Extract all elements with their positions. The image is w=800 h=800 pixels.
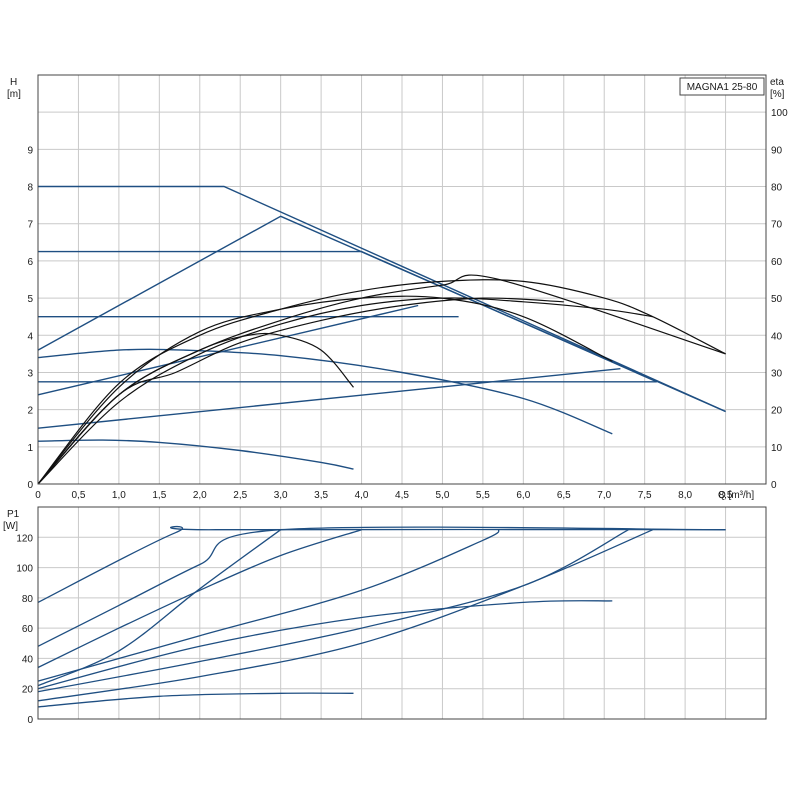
top-chart-curves: [37, 185, 726, 485]
x-tick-label: 0,5: [71, 490, 85, 501]
power-curve: [37, 526, 726, 647]
bottom-y-axis-label-line1: P1: [7, 509, 20, 520]
axis-labels: 0 0,5 1,0 1,5 2,0 2,5 3,0 3,5 4,0 4,5 5,0 5,5 6,0 6,5…: [16, 108, 788, 726]
x-tick-label: 8,0: [678, 490, 692, 501]
efficiency-curve: [37, 295, 613, 485]
x-tick-label: 3,0: [274, 490, 288, 501]
x-tick-label: 6,5: [557, 490, 571, 501]
power-curve: [37, 600, 613, 690]
right-y-axis-label-line2: [%]: [770, 89, 785, 100]
bottom-y-tick-label: 120: [16, 533, 33, 544]
x-tick-label: 0: [35, 490, 41, 501]
efficiency-curve: [37, 297, 564, 485]
right-y-tick-label: 20: [771, 406, 783, 417]
top-chart-frame: [37, 74, 767, 485]
right-y-tick-label: 0: [771, 480, 777, 491]
efficiency-curve: [37, 297, 653, 485]
bottom-y-tick-label: 20: [22, 685, 34, 696]
bottom-chart-curves: [37, 525, 726, 708]
head-curve: [37, 304, 419, 396]
x-tick-label: 2,5: [233, 490, 247, 501]
top-y-tick-label: 7: [27, 220, 33, 231]
x-tick-label: 1,0: [112, 490, 126, 501]
power-curve: [37, 529, 654, 702]
x-tick-label: 1,5: [152, 490, 166, 501]
x-tick-label: 6,0: [516, 490, 530, 501]
top-chart-grid: [38, 75, 766, 484]
top-y-tick-label: 8: [27, 183, 33, 194]
top-y-tick-label: 9: [27, 145, 33, 156]
bottom-y-tick-label: 100: [16, 564, 33, 575]
head-curve: [37, 348, 613, 435]
top-y-axis-label-line1: H: [10, 77, 17, 88]
bottom-y-axis-label-line2: [W]: [3, 521, 18, 532]
right-y-tick-label: 10: [771, 443, 783, 454]
bottom-y-tick-label: 40: [22, 654, 34, 665]
right-y-axis-label-line1: eta: [770, 77, 784, 88]
x-tick-label: 5,0: [435, 490, 449, 501]
top-y-tick-label: 0: [27, 480, 33, 491]
power-curve: [37, 692, 354, 708]
x-tick-label: 5,5: [476, 490, 490, 501]
head-curve: [37, 439, 354, 470]
x-tick-label: 8,5: [719, 490, 733, 501]
top-y-tick-label: 5: [27, 294, 33, 305]
right-y-tick-label: 80: [771, 183, 783, 194]
bottom-y-tick-label: 0: [27, 715, 33, 726]
x-tick-label: 4,0: [355, 490, 369, 501]
right-y-tick-label: 100: [771, 108, 788, 119]
top-y-tick-label: 6: [27, 257, 33, 268]
top-y-tick-label: 2: [27, 406, 33, 417]
right-y-tick-label: 40: [771, 331, 783, 342]
right-y-tick-label: 30: [771, 368, 783, 379]
top-y-axis-label-line2: [m]: [7, 89, 21, 100]
bottom-chart-frame: [37, 506, 767, 720]
efficiency-curve: [37, 279, 726, 485]
head-curve: [37, 368, 621, 429]
head-curve: [38, 185, 726, 413]
power-curve: [37, 529, 362, 669]
x-tick-label: 2,0: [193, 490, 207, 501]
top-y-tick-label: 4: [27, 331, 33, 342]
power-curve: [37, 525, 726, 603]
title-box: [679, 77, 765, 96]
top-y-tick-label: 3: [27, 368, 33, 379]
x-tick-label: 7,0: [597, 490, 611, 501]
bottom-chart-grid: [38, 507, 766, 719]
right-y-tick-label: 60: [771, 257, 783, 268]
head-curve: [37, 215, 726, 413]
right-y-tick-label: 90: [771, 145, 783, 156]
right-y-tick-label: 50: [771, 294, 783, 305]
bottom-y-tick-label: 80: [22, 594, 34, 605]
x-tick-label: 4,5: [395, 490, 409, 501]
x-tick-label: 3,5: [314, 490, 328, 501]
x-axis-label: Q [m³/h]: [718, 490, 754, 501]
power-curve: [37, 529, 500, 682]
right-y-tick-label: 70: [771, 220, 783, 231]
chart-title: MAGNA1 25-80: [687, 82, 758, 93]
x-tick-label: 7,5: [638, 490, 652, 501]
top-y-tick-label: 1: [27, 443, 33, 454]
power-curve: [37, 529, 629, 693]
bottom-y-tick-label: 60: [22, 624, 34, 635]
